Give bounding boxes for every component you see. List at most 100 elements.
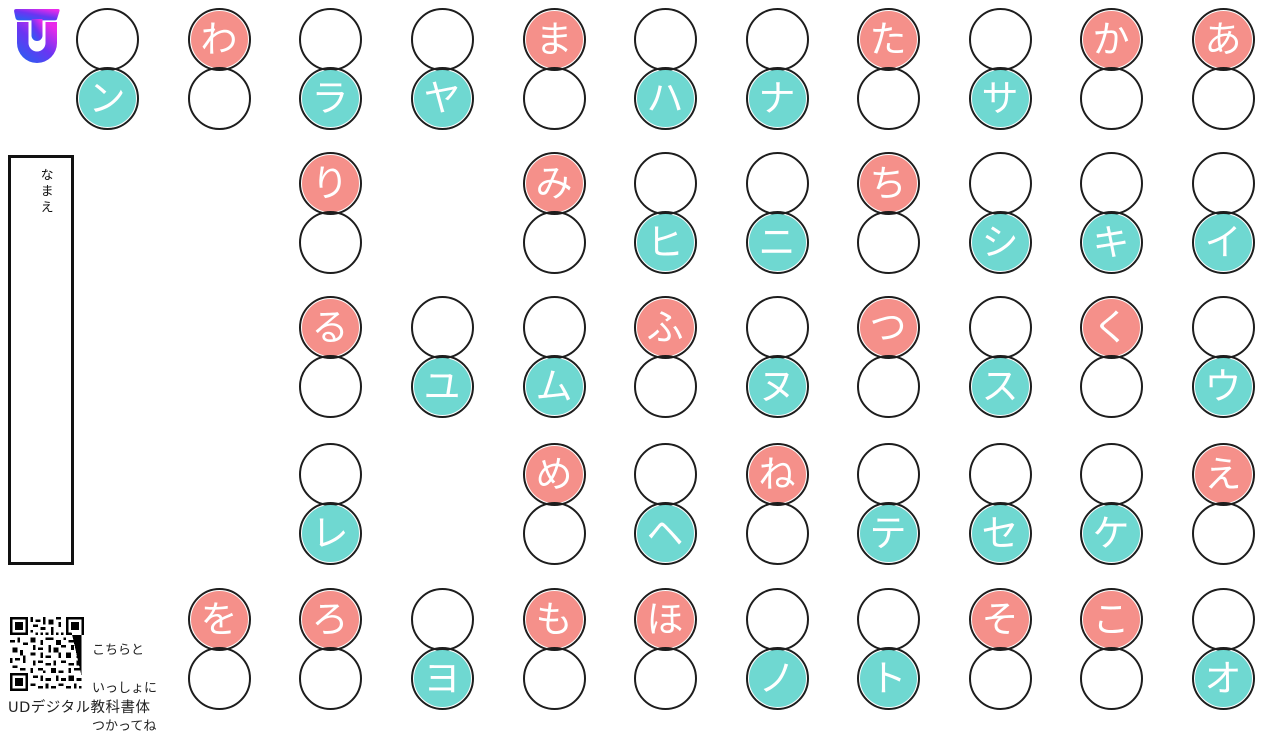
katakana-glyph: シ [971,214,1029,271]
katakana-glyph: ヌ [748,358,806,415]
kana-cell-me: め [522,443,586,565]
katakana-circle-mu: ム [522,355,586,418]
hiragana-circle-ko: こ [1079,588,1143,651]
hiragana-circle-mo: も [522,588,586,651]
kana-cell-nu: ヌ [745,296,809,418]
kana-grid: ンわラヤまハナたサかあり みヒニちシキイるユムふヌつスくウレ めヘねテセケえをろヨも… [75,8,1255,710]
katakana-circle-ke: ケ [1079,502,1143,565]
hiragana-empty-circle-shi [968,152,1032,215]
katakana-empty-circle-wa [187,67,251,130]
katakana-circle-o: オ [1191,647,1255,710]
katakana-glyph: ン [78,70,136,127]
hiragana-circle-mi: み [522,152,586,215]
hiragana-circle-ne: ね [745,443,809,506]
hiragana-empty-circle-na [745,8,809,71]
hiragana-circle-tsu: つ [856,296,920,359]
katakana-glyph: ヤ [413,70,471,127]
hiragana-glyph: を [190,591,248,648]
hiragana-circle-chi: ち [856,152,920,215]
hiragana-empty-circle-su [968,296,1032,359]
katakana-glyph: ユ [413,358,471,415]
hiragana-glyph: わ [190,11,248,68]
katakana-glyph: テ [859,505,917,562]
katakana-empty-circle-ta [856,67,920,130]
kana-cell-te: テ [856,443,920,565]
katakana-circle-yu: ユ [410,355,474,418]
hiragana-empty-circle-mu [522,296,586,359]
kana-cell-ka: か [1079,8,1143,130]
ud-digital-textbook-logo-icon [14,9,60,63]
hiragana-circle-ru: る [298,296,362,359]
katakana-empty-circle-ma [522,67,586,130]
katakana-glyph: キ [1082,214,1140,271]
kana-cell-mi: み [522,152,586,274]
kana-cell-a: あ [1191,8,1255,130]
hiragana-empty-circle-ya [410,8,474,71]
kana-cell-yo: ヨ [410,588,474,710]
katakana-glyph: ニ [748,214,806,271]
kana-cell-ra: ラ [298,8,362,130]
hiragana-glyph: も [525,591,583,648]
hiragana-glyph: た [859,11,917,68]
hiragana-empty-circle-yu [410,296,474,359]
katakana-glyph: ヨ [413,650,471,707]
katakana-circle-ki: キ [1079,211,1143,274]
katakana-circle-na: ナ [745,67,809,130]
katakana-glyph: ト [859,650,917,707]
katakana-empty-circle-ru [298,355,362,418]
katakana-circle-ra: ラ [298,67,362,130]
kana-cell-su: ス [968,296,1032,418]
hiragana-empty-circle-se [968,443,1032,506]
kana-cell-wo: を [187,588,251,710]
katakana-glyph: ヘ [636,505,694,562]
hiragana-empty-circle-u [1191,296,1255,359]
katakana-glyph: ヒ [636,214,694,271]
katakana-glyph: サ [971,70,1029,127]
katakana-circle-to: ト [856,647,920,710]
katakana-empty-circle-a [1191,67,1255,130]
hiragana-glyph: え [1194,446,1252,503]
hiragana-empty-circle-sa [968,8,1032,71]
hiragana-empty-circle-te [856,443,920,506]
hiragana-circle-fu: ふ [633,296,697,359]
katakana-circle-te: テ [856,502,920,565]
hiragana-circle-ri: り [298,152,362,215]
hiragana-empty-circle-ki [1079,152,1143,215]
katakana-circle-ni: ニ [745,211,809,274]
kana-cell-ku: く [1079,296,1143,418]
hiragana-glyph: そ [971,591,1029,648]
qr-caption-line: いっしょに [92,681,158,696]
kana-cell-o: オ [1191,588,1255,710]
hiragana-glyph: ね [748,446,806,503]
kana-cell-mo: も [522,588,586,710]
kana-cell-re: レ [298,443,362,565]
katakana-empty-circle-mo [522,647,586,710]
hiragana-empty-circle-no [745,588,809,651]
kana-cell-no: ノ [745,588,809,710]
kana-cell-ma: ま [522,8,586,130]
katakana-empty-circle-ko [1079,647,1143,710]
katakana-empty-circle-e [1191,502,1255,565]
kana-cell-chi: ち [856,152,920,274]
hiragana-empty-circle-hi [633,152,697,215]
katakana-empty-circle-ne [745,502,809,565]
hiragana-empty-circle-he [633,443,697,506]
hiragana-empty-circle-n [75,8,139,71]
hiragana-circle-e: え [1191,443,1255,506]
katakana-glyph: ナ [748,70,806,127]
katakana-circle-n: ン [75,67,139,130]
kana-cell-ki: キ [1079,152,1143,274]
kana-cell-ri: り [298,152,362,274]
kana-cell-he: ヘ [633,443,697,565]
katakana-glyph: イ [1194,214,1252,271]
katakana-glyph: オ [1194,650,1252,707]
kana-cell-ko: こ [1079,588,1143,710]
hiragana-circle-ho: ほ [633,588,697,651]
kana-cell-ke: ケ [1079,443,1143,565]
hiragana-circle-ku: く [1079,296,1143,359]
kana-cell-hi: ヒ [633,152,697,274]
kana-cell-tsu: つ [856,296,920,418]
hiragana-empty-circle-ke [1079,443,1143,506]
qr-caption-line: こちらと [92,643,145,658]
kana-cell-na: ナ [745,8,809,130]
